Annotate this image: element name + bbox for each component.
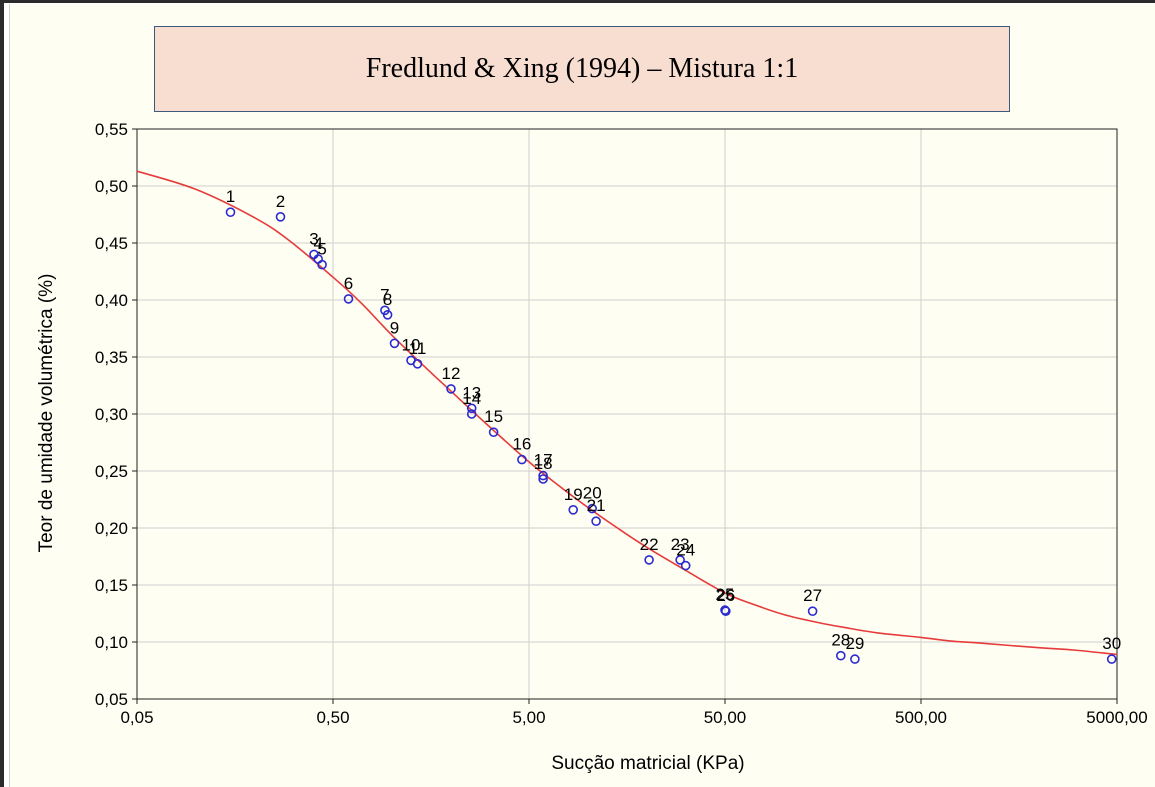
data-point <box>720 606 731 617</box>
data-point <box>835 650 846 661</box>
data-point <box>343 294 354 304</box>
data-point-label: 29 <box>845 634 864 653</box>
data-point <box>446 384 456 394</box>
data-point <box>488 427 499 438</box>
data-point-label: 1 <box>226 187 235 206</box>
data-point-label: 13 <box>462 383 481 402</box>
y-axis-ticks: 0,05 0,10 0,15 0,20 0,25 0,30 0,35 0,40 0,45 0,50… <box>95 120 137 709</box>
data-point-label: 11 <box>409 339 427 358</box>
y-tick-label: 0,50 <box>95 177 128 196</box>
data-point-label: 9 <box>390 318 399 337</box>
x-tick-label: 50,00 <box>704 708 747 727</box>
data-point-label: 25 <box>716 585 735 604</box>
data-point-label: 6 <box>344 274 353 293</box>
data-point <box>389 338 400 349</box>
data-point-label: 28 <box>831 631 850 650</box>
data-point <box>225 207 236 217</box>
data-point-label: 20 <box>583 484 602 503</box>
data-point <box>680 560 691 571</box>
data-point-label: 12 <box>442 364 461 383</box>
data-point-label: 8 <box>383 290 392 309</box>
data-point-label: 18 <box>534 454 553 473</box>
fit-curve <box>136 170 1118 656</box>
data-point <box>382 309 393 320</box>
data-point <box>538 474 548 484</box>
data-point-label: 16 <box>512 435 531 454</box>
y-tick-label: 0,05 <box>95 690 128 709</box>
y-tick-label: 0,35 <box>95 348 128 367</box>
x-tick-label: 5000,00 <box>1086 708 1147 727</box>
data-point-label: 7 <box>380 285 389 304</box>
y-tick-label: 0,15 <box>95 576 128 595</box>
data-point <box>412 358 423 369</box>
data-point-label: 21 <box>587 496 606 515</box>
data-point <box>275 212 286 222</box>
y-tick-label: 0,20 <box>95 519 128 538</box>
x-tick-label: 0,05 <box>120 708 153 727</box>
y-tick-label: 0,55 <box>95 120 128 139</box>
data-point-label: 30 <box>1102 634 1121 653</box>
data-point <box>807 606 818 617</box>
y-tick-label: 0,40 <box>95 291 128 310</box>
data-point <box>517 454 527 465</box>
x-tick-label: 5,00 <box>512 708 545 727</box>
data-point <box>466 403 477 414</box>
data-point-label: 26 <box>716 586 735 605</box>
data-point-label: 10 <box>402 335 421 354</box>
x-axis-ticks: 0,05 0,50 5,00 50,00 500,00 5000,00 <box>120 699 1148 727</box>
x-tick-label: 0,50 <box>316 708 349 727</box>
data-point <box>1106 654 1117 664</box>
x-tick-label: 500,00 <box>895 708 947 727</box>
data-point-label: 22 <box>640 535 659 554</box>
chart-title-box: Fredlund & Xing (1994) – Mistura 1:1 <box>154 26 1010 112</box>
data-point-label: 3 <box>309 229 318 248</box>
data-point <box>644 555 654 565</box>
data-point <box>675 555 685 565</box>
data-point-label: 14 <box>462 389 481 408</box>
data-point-label: 27 <box>803 586 822 605</box>
data-point-label: 15 <box>484 407 503 426</box>
data-point-label: 4 <box>313 234 322 253</box>
data-point <box>538 470 548 481</box>
data-point-label: 5 <box>317 240 326 259</box>
chart-area <box>9 4 1155 787</box>
y-tick-label: 0,25 <box>95 462 128 481</box>
chart-title: Fredlund & Xing (1994) – Mistura 1:1 <box>365 53 799 84</box>
data-point <box>466 409 477 419</box>
data-point <box>568 504 579 515</box>
data-point-label: 24 <box>676 541 695 560</box>
data-point-label: 2 <box>276 192 285 211</box>
data-point <box>587 503 598 514</box>
data-point-label: 23 <box>671 535 690 554</box>
y-axis-label: Teor de umidade volumétrica (%) <box>36 274 57 553</box>
y-tick-label: 0,10 <box>95 633 128 652</box>
y-tick-label: 0,45 <box>95 234 128 253</box>
grid <box>137 129 1117 699</box>
x-axis-label: Sucção matricial (KPa) <box>551 753 744 774</box>
y-tick-label: 0,30 <box>95 405 128 424</box>
data-point <box>591 516 601 527</box>
data-point <box>850 654 860 664</box>
data-point-label: 17 <box>534 451 553 470</box>
data-point-label: 19 <box>564 485 583 504</box>
data-point <box>317 259 327 270</box>
